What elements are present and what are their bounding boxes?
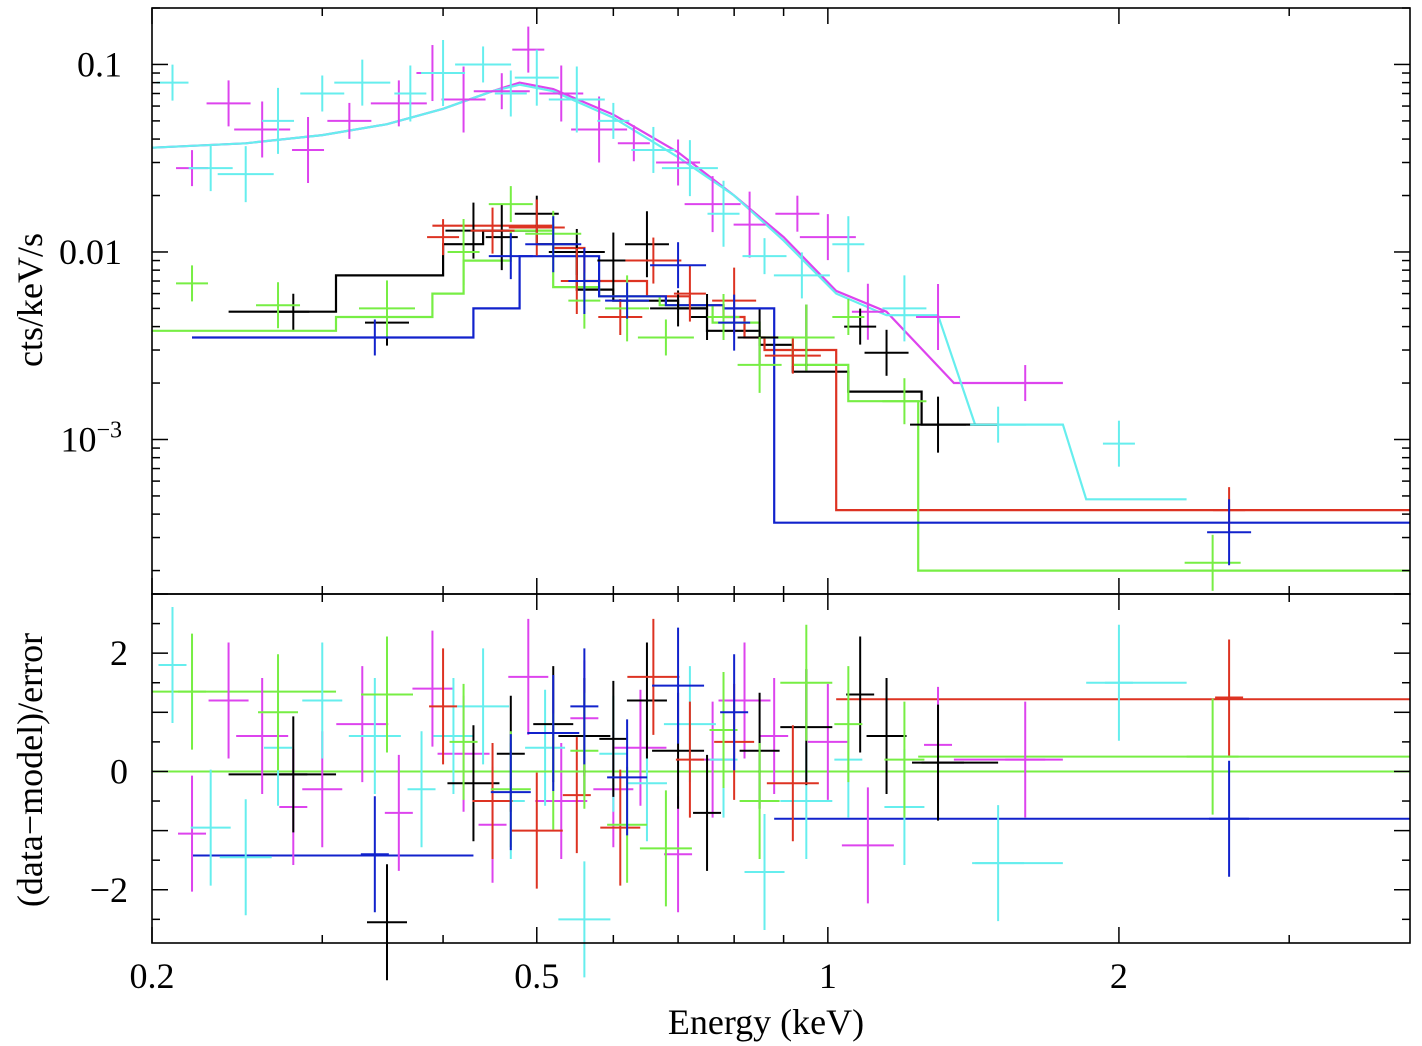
model-line-red bbox=[432, 224, 1410, 512]
top-spectrum-panel bbox=[151, 26, 1410, 591]
model-line-blue bbox=[192, 255, 1410, 524]
top-y-tick-label: 10−3 bbox=[60, 417, 122, 459]
x-tick-label: 0.2 bbox=[130, 956, 175, 996]
top-y-tick-label: 0.1 bbox=[77, 44, 122, 84]
x-tick-label: 1 bbox=[819, 956, 837, 996]
top-panel-frame bbox=[151, 7, 1411, 595]
bottom-y-tick-label: −2 bbox=[90, 870, 128, 910]
x-tick-label: 0.5 bbox=[514, 956, 559, 996]
top-y-axis-label: cts/keV/s bbox=[10, 233, 50, 367]
top-y-tick-label: 0.01 bbox=[59, 232, 122, 272]
model-line-green bbox=[152, 229, 1410, 572]
superscript: −3 bbox=[96, 417, 122, 443]
bottom-panel-frame bbox=[151, 593, 1411, 944]
x-tick-label: 2 bbox=[1110, 956, 1128, 996]
residuals-panel bbox=[152, 606, 1410, 981]
bottom-y-tick-label: 0 bbox=[110, 751, 128, 791]
bottom-y-tick-label: 2 bbox=[110, 633, 128, 673]
bottom-y-axis-label: (data−model)/error bbox=[10, 633, 50, 907]
x-axis-label: Energy (keV) bbox=[668, 1002, 864, 1042]
